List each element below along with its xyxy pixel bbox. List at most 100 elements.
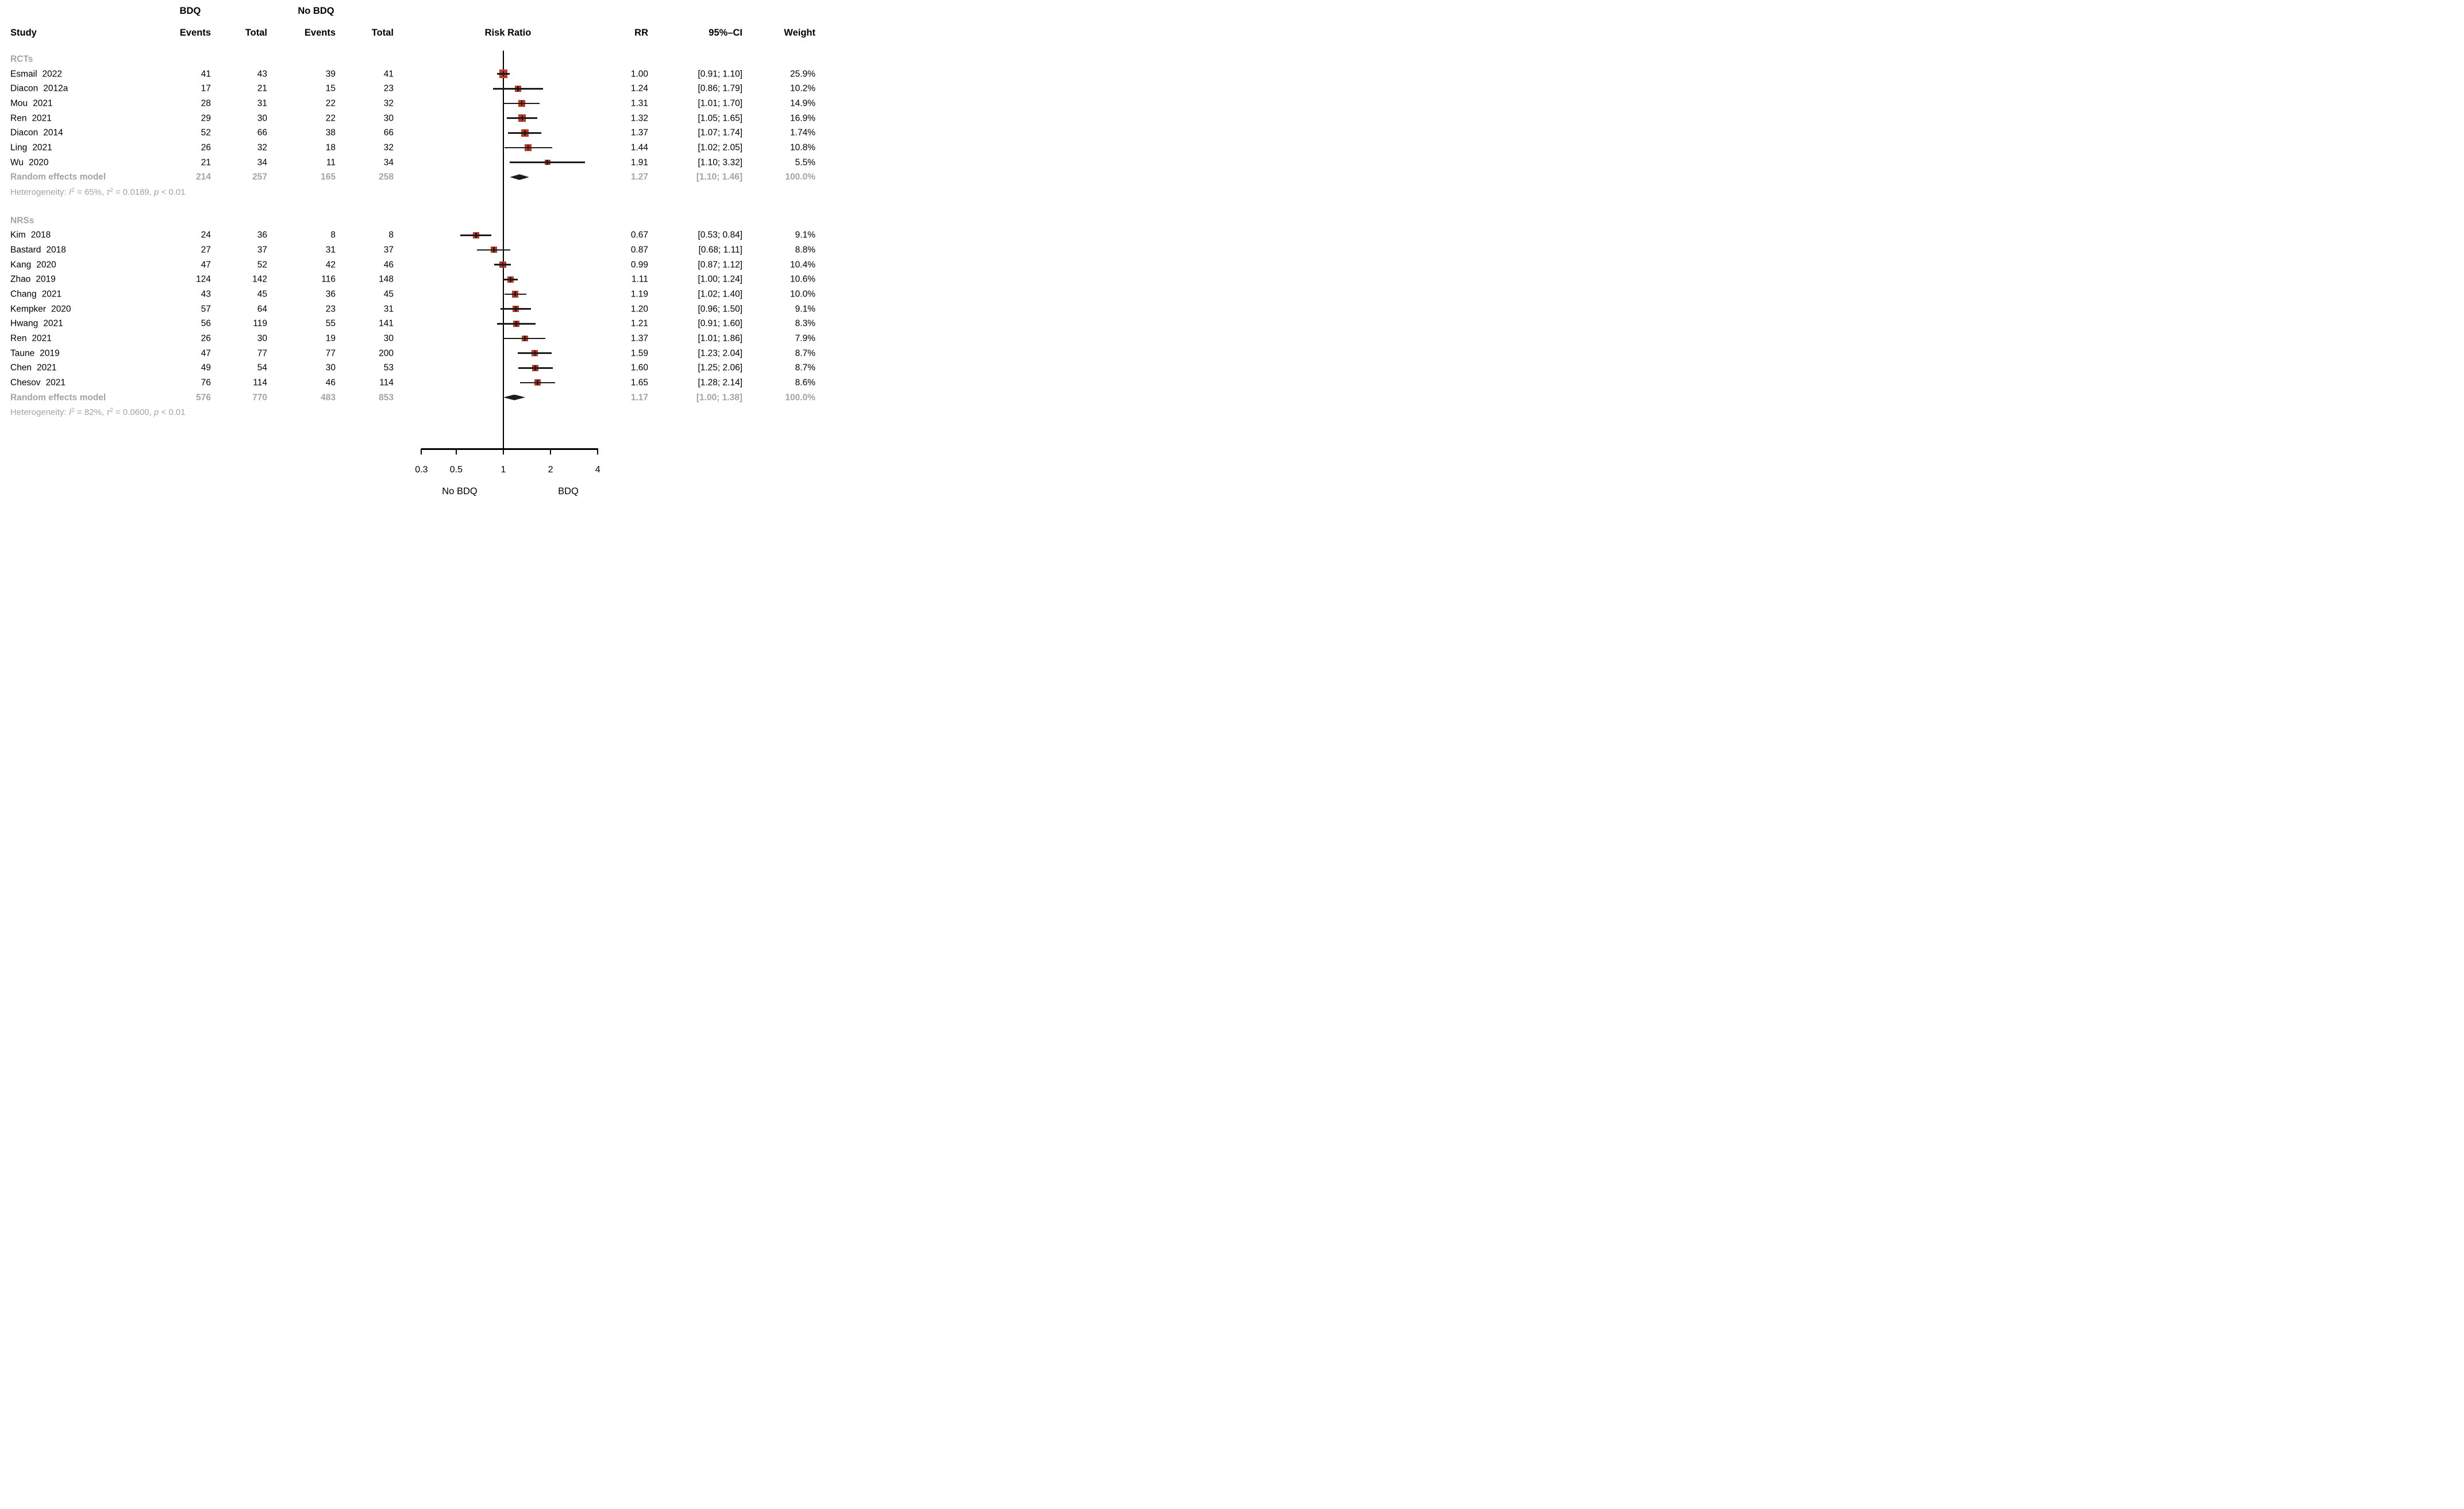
total-bdq: 43 <box>257 68 267 79</box>
study-label: Taune 2019 <box>10 349 60 358</box>
ci-value: [0.53; 0.84] <box>698 230 742 240</box>
study-name: Ren <box>10 333 27 344</box>
axis-tick <box>421 449 422 455</box>
total-nobdq: 41 <box>383 68 394 79</box>
axis-line <box>421 448 598 450</box>
study-name: Kim <box>10 230 26 240</box>
weight-value: 8.7% <box>795 348 815 358</box>
ci-value: [1.02; 1.40] <box>698 289 742 299</box>
axis-left-label: No BDQ <box>442 486 478 496</box>
col-header-risk-ratio: Risk Ratio <box>484 28 532 38</box>
ci-value: [1.28; 2.14] <box>698 378 742 388</box>
study-label: Esmail 2022 <box>10 70 62 79</box>
study-label: Ren 2021 <box>10 334 52 343</box>
weight-value: 100.0% <box>785 172 815 182</box>
study-year: 2012a <box>43 83 68 94</box>
study-year: 2021 <box>33 98 53 109</box>
total-nobdq: 853 <box>379 392 394 402</box>
weight-value: 10.8% <box>790 143 815 153</box>
col-header-ci: 95%–CI <box>709 28 742 38</box>
rr-value: 1.19 <box>630 289 648 299</box>
total-bdq: 257 <box>252 172 267 182</box>
study-label: Chesov 2021 <box>10 378 66 387</box>
study-row: Mou 2021 28 31 22 32 1.31 [1.01; 1.70] 14.9% <box>0 96 821 111</box>
col-header-events-bdq: Events <box>179 28 211 38</box>
events-bdq: 76 <box>201 378 211 388</box>
study-row: Bastard 2018 27 37 31 37 0.87 [0.68; 1.11] 8.8% <box>0 242 821 257</box>
study-row: Kempker 2020 57 64 23 31 1.20 [0.96; 1.50] 9.1% <box>0 302 821 317</box>
study-label: Diacon 2012a <box>10 84 68 94</box>
total-nobdq: 23 <box>383 83 394 94</box>
events-bdq: 26 <box>201 143 211 153</box>
axis-tick <box>597 449 599 455</box>
study-name: Diacon <box>10 128 38 138</box>
group-header-no-bdq: No BDQ <box>298 6 334 16</box>
study-name: Wu <box>10 157 24 167</box>
events-nobdq: 55 <box>325 318 336 329</box>
study-row: Ling 2021 26 32 18 32 1.44 [1.02; 2.05] 10.8% <box>0 140 821 155</box>
study-name: Bastard <box>10 245 41 255</box>
events-nobdq: 23 <box>325 303 336 314</box>
study-label: Mou 2021 <box>10 99 53 108</box>
study-year: 2022 <box>42 68 62 79</box>
events-nobdq: 19 <box>325 333 336 344</box>
total-nobdq: 32 <box>383 98 394 109</box>
total-nobdq: 258 <box>379 172 394 182</box>
study-label: Ling 2021 <box>10 143 52 152</box>
total-nobdq: 30 <box>383 113 394 123</box>
study-row: Kang 2020 47 52 42 46 0.99 [0.87; 1.12] 10.4% <box>0 257 821 272</box>
axis-tick-label: 2 <box>548 465 553 475</box>
study-label: Diacon 2014 <box>10 128 63 137</box>
events-nobdq: 36 <box>325 289 336 299</box>
total-nobdq: 31 <box>383 303 394 314</box>
ci-value: [0.91; 1.60] <box>698 318 742 329</box>
ci-value: [1.10; 1.46] <box>696 172 742 182</box>
events-nobdq: 8 <box>330 230 336 240</box>
events-nobdq: 483 <box>321 392 336 402</box>
study-label: Kim 2018 <box>10 231 51 240</box>
events-bdq: 27 <box>201 245 211 255</box>
study-row: Taune 2019 47 77 77 200 1.59 [1.23; 2.04] 8.7% <box>0 346 821 361</box>
rr-value: 1.60 <box>630 363 648 373</box>
rr-value: 1.31 <box>630 98 648 109</box>
col-header-study: Study <box>10 28 37 38</box>
total-bdq: 21 <box>257 83 267 94</box>
ci-value: [0.86; 1.79] <box>698 83 742 94</box>
col-header-total-nobdq: Total <box>371 28 394 38</box>
estimate-tick <box>502 71 505 77</box>
study-year: 2021 <box>43 318 63 329</box>
events-nobdq: 22 <box>325 113 336 123</box>
study-row: Zhao 2019 124 142 116 148 1.11 [1.00; 1.24] 10.6… <box>0 272 821 287</box>
events-bdq: 214 <box>196 172 211 182</box>
estimate-tick <box>515 321 517 326</box>
rr-value: 1.91 <box>630 157 648 167</box>
total-bdq: 770 <box>252 392 267 402</box>
events-nobdq: 116 <box>321 274 336 284</box>
heterogeneity-note: Heterogeneity: I2 = 65%, τ2 = 0.0189, p … <box>10 186 186 197</box>
weight-value: 7.9% <box>795 333 815 344</box>
total-bdq: 142 <box>252 274 267 284</box>
estimate-tick <box>514 291 516 297</box>
summary-label: Random effects model <box>10 392 106 402</box>
rr-value: 0.67 <box>630 230 648 240</box>
total-bdq: 45 <box>257 289 267 299</box>
rr-value: 1.44 <box>630 143 648 153</box>
forest-plot: BDQ No BDQ Study Events Total Events Tot… <box>0 0 821 503</box>
study-row: Wu 2020 21 34 11 34 1.91 [1.10; 3.32] 5.5% <box>0 155 821 170</box>
events-bdq: 28 <box>201 98 211 109</box>
study-name: Mou <box>10 98 28 109</box>
weight-value: 14.9% <box>790 98 815 109</box>
rr-value: 1.24 <box>630 83 648 94</box>
ci-value: [1.10; 3.32] <box>698 157 742 167</box>
events-nobdq: 38 <box>325 128 336 138</box>
study-label: Kang 2020 <box>10 260 56 270</box>
study-name: Kang <box>10 259 32 270</box>
study-label: Zhao 2019 <box>10 275 56 284</box>
total-bdq: 34 <box>257 157 267 167</box>
col-header-rr: RR <box>634 28 648 38</box>
events-bdq: 57 <box>201 303 211 314</box>
total-bdq: 66 <box>257 128 267 138</box>
axis-tick <box>455 449 457 455</box>
total-bdq: 36 <box>257 230 267 240</box>
total-nobdq: 148 <box>379 274 394 284</box>
